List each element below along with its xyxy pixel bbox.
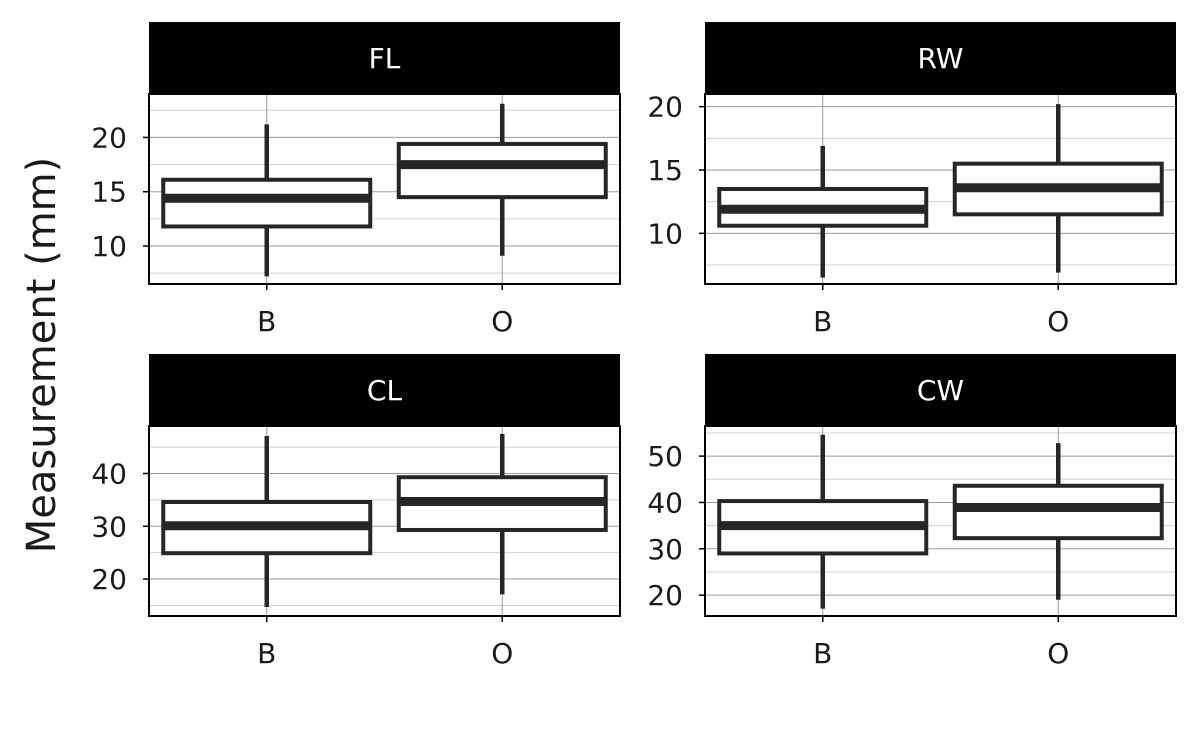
box-fl-b — [161, 124, 373, 277]
strip-fl — [149, 22, 620, 94]
x-tick-label-o: O — [491, 305, 513, 338]
y-tick-label: 50 — [647, 440, 683, 473]
y-tick-label: 40 — [91, 458, 127, 491]
y-tick-label: 10 — [91, 230, 127, 263]
y-tick-label: 20 — [91, 563, 127, 596]
x-tick-label-b: B — [813, 637, 832, 670]
x-tick-label-o: O — [1047, 305, 1069, 338]
box-cl-b — [161, 436, 373, 608]
strip-label-cw: CW — [917, 374, 964, 407]
y-tick-label: 20 — [647, 91, 683, 124]
facet-panel-cl: CL 20 30 40 B O — [91, 354, 621, 670]
strip-label-rw: RW — [917, 42, 963, 75]
box-cw-b — [717, 434, 929, 609]
panel-border — [704, 93, 1177, 285]
y-axis-label: Measurement (mm) — [19, 157, 65, 553]
panel-border — [148, 93, 621, 285]
strip-cw — [705, 354, 1176, 426]
y-tick-label: 30 — [91, 510, 127, 543]
y-tick-label: 40 — [647, 486, 683, 519]
x-tick-label-o: O — [491, 637, 513, 670]
strip-rw — [705, 22, 1176, 94]
strip-label-fl: FL — [369, 42, 401, 75]
strip-label-cl: CL — [367, 374, 403, 407]
y-tick-label: 10 — [647, 217, 683, 250]
x-tick-label-o: O — [1047, 637, 1069, 670]
box-cl-o — [396, 433, 608, 595]
y-tick-label: 20 — [91, 121, 127, 154]
box-cw-o — [952, 443, 1164, 600]
y-tick-label: 15 — [647, 154, 683, 187]
facet-panel-rw: RW 10 15 20 B O — [647, 22, 1177, 338]
y-tick-label: 15 — [91, 176, 127, 209]
y-tick-label: 30 — [647, 533, 683, 566]
x-tick-label-b: B — [257, 637, 276, 670]
box-rw-b — [717, 145, 929, 278]
facet-panel-cw: CW 20 30 40 50 B O — [647, 354, 1177, 670]
x-tick-label-b: B — [813, 305, 832, 338]
y-tick-label: 20 — [647, 579, 683, 612]
strip-cl — [149, 354, 620, 426]
x-tick-label-b: B — [257, 305, 276, 338]
box-rw-o — [952, 104, 1164, 273]
facet-panels: FL 10 15 20 B O RW 10 15 20 B O CL 20 30 40 B O CW 20 30 40 50… — [91, 22, 1177, 670]
panel-border — [148, 425, 621, 617]
box-fl-o — [396, 103, 608, 256]
panel-border — [704, 425, 1177, 617]
facet-panel-fl: FL 10 15 20 B O — [91, 22, 621, 338]
box-body — [396, 141, 608, 200]
box-body — [161, 177, 373, 229]
